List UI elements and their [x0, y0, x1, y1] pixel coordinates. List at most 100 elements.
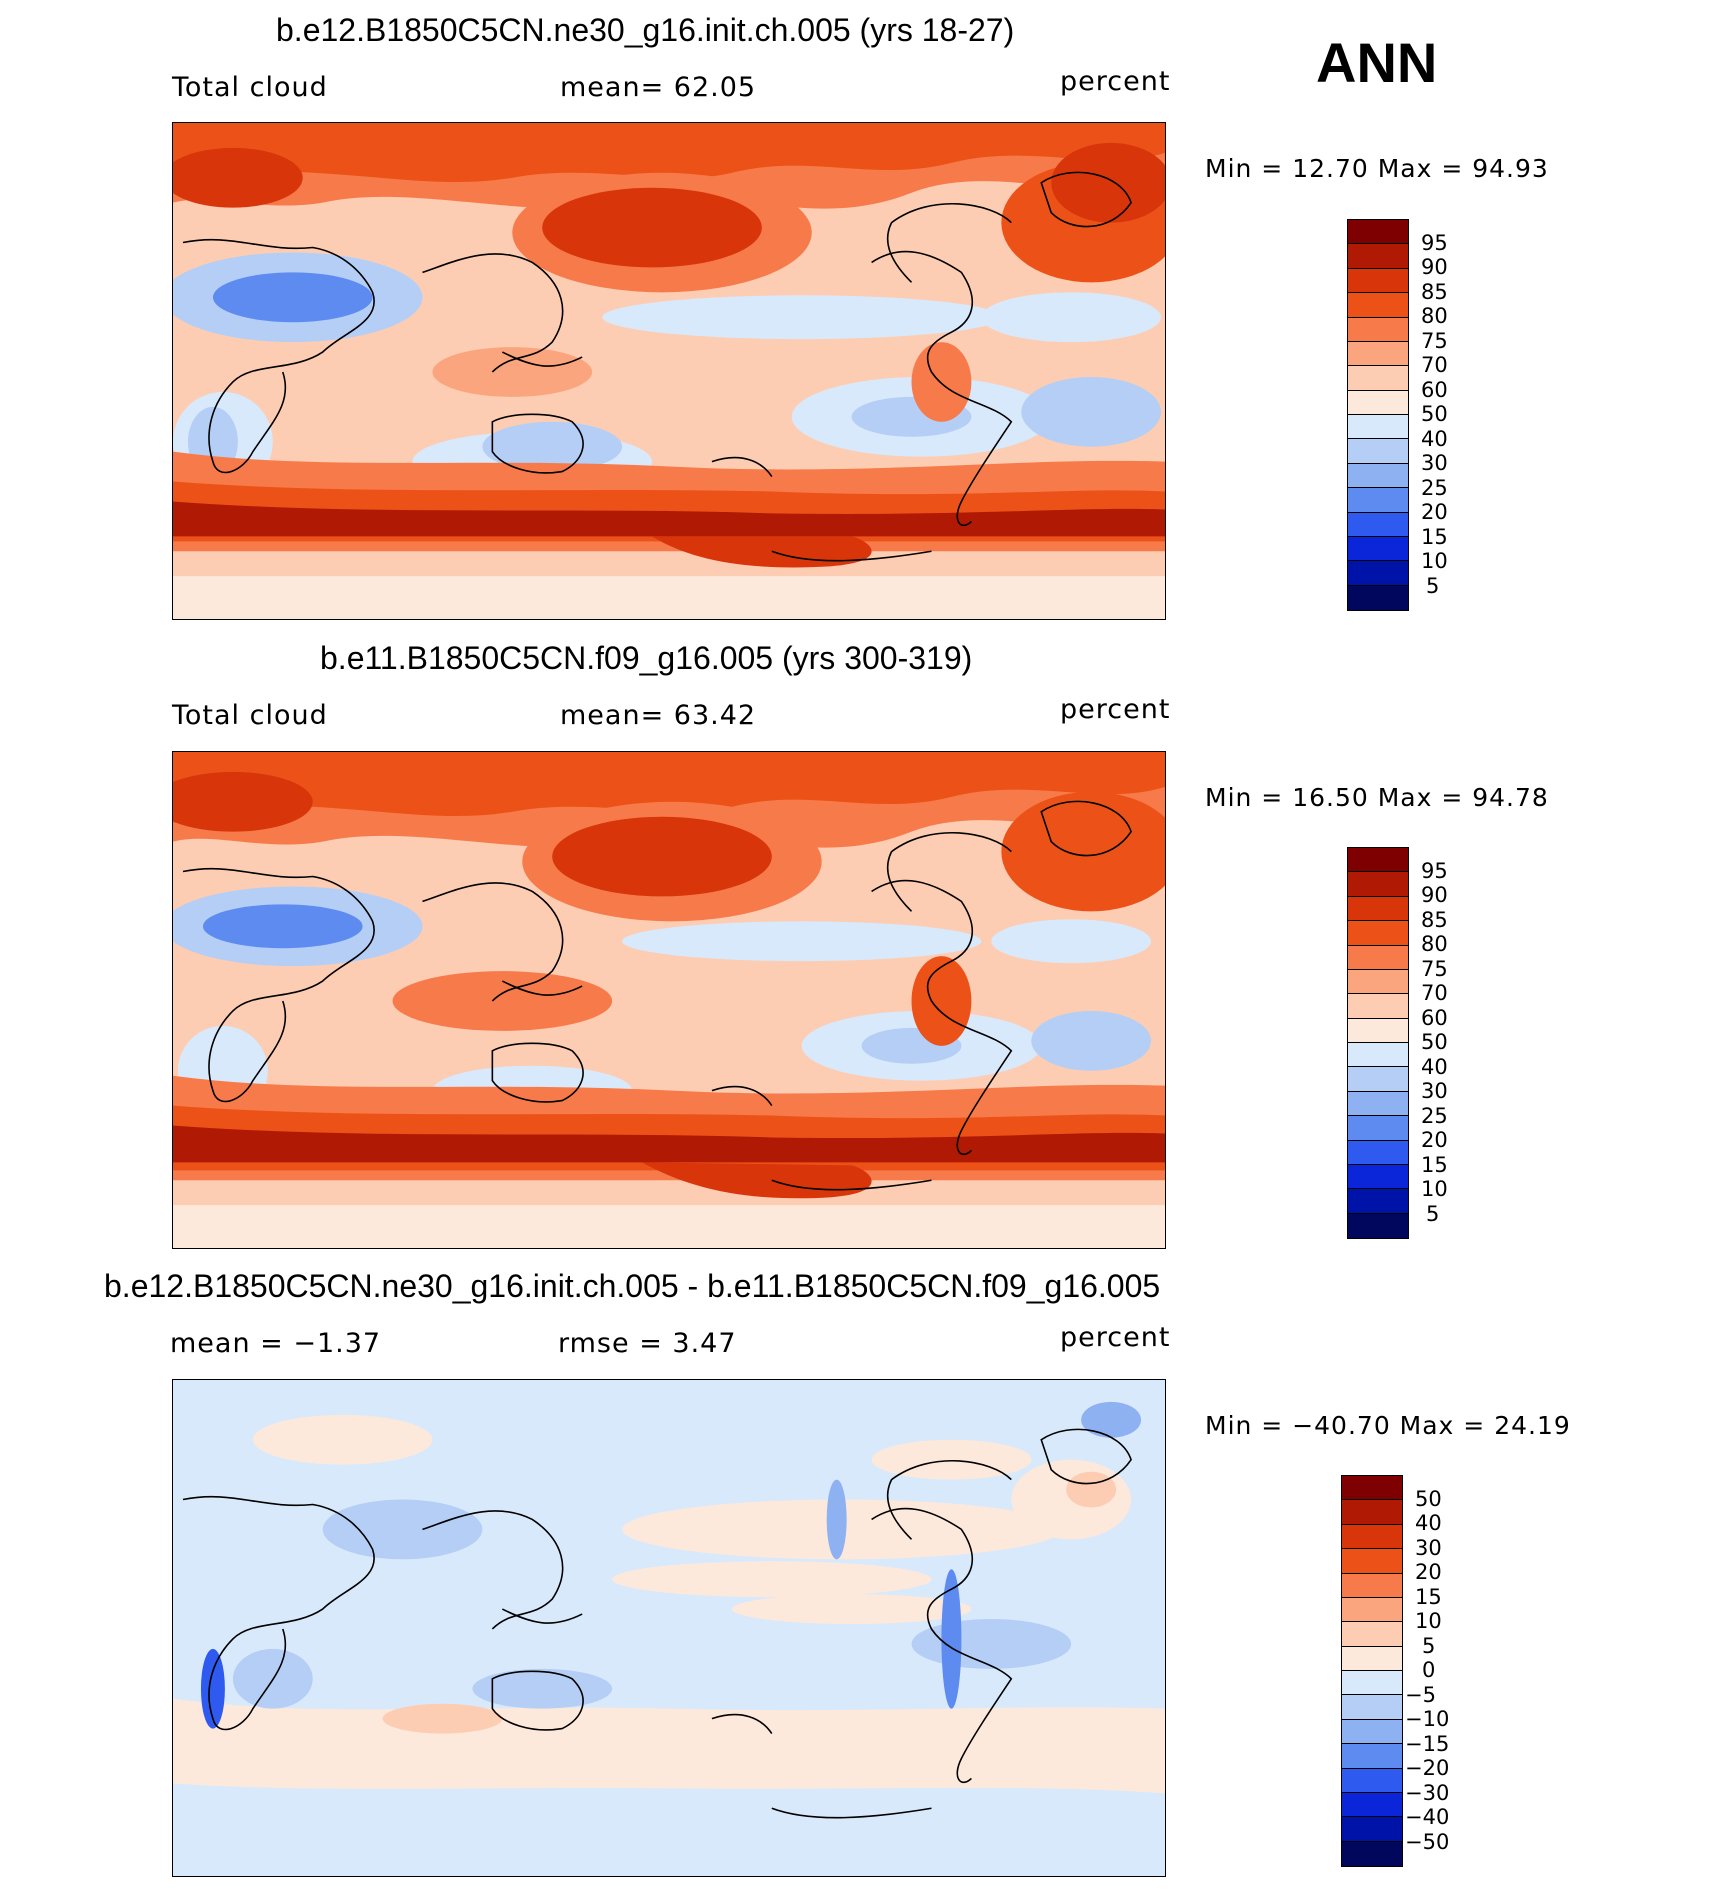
panel-3-title: b.e12.B1850C5CN.ne30_g16.init.ch.005 - b… — [104, 1268, 1161, 1304]
colorbar-swatch — [1348, 1018, 1408, 1043]
panel-3-mean-label: mean = −1.37 — [170, 1328, 382, 1359]
panel-2-map-svg — [173, 752, 1165, 1248]
colorbar-swatch — [1348, 1067, 1408, 1092]
colorbar-swatch — [1348, 921, 1408, 946]
colorbar-label: 5 — [1426, 574, 1440, 598]
colorbar-swatch — [1342, 1500, 1402, 1525]
colorbar-label: 60 — [1421, 378, 1448, 402]
colorbar-swatch — [1342, 1744, 1402, 1769]
panel-1-title: b.e12.B1850C5CN.ne30_g16.init.ch.005 (yr… — [276, 12, 1015, 48]
colorbar-label: 75 — [1421, 329, 1448, 353]
colorbar-swatch — [1348, 872, 1408, 897]
colorbar-swatch — [1348, 1116, 1408, 1141]
colorbar-label: 70 — [1421, 353, 1448, 377]
colorbar-label: 50 — [1421, 402, 1448, 426]
panel-2-colorbar — [1347, 847, 1409, 1239]
colorbar-swatch — [1342, 1792, 1402, 1818]
colorbar-label: 30 — [1415, 1536, 1442, 1560]
panel-1-colorbar — [1347, 219, 1409, 611]
colorbar-label: 25 — [1421, 476, 1448, 500]
colorbar-swatch — [1348, 317, 1408, 342]
colorbar-label: 80 — [1421, 304, 1448, 328]
colorbar-swatch — [1348, 268, 1408, 294]
colorbar-swatch — [1342, 1622, 1402, 1647]
colorbar-swatch — [1348, 341, 1408, 367]
colorbar-label: 40 — [1421, 1055, 1448, 1079]
panel-3-colorbar — [1341, 1475, 1403, 1867]
colorbar-swatch — [1342, 1524, 1402, 1550]
colorbar-swatch — [1342, 1597, 1402, 1623]
panel-3-units-label: percent — [1060, 1322, 1171, 1353]
colorbar-label: 15 — [1415, 1585, 1442, 1609]
colorbar-swatch — [1348, 1164, 1408, 1190]
colorbar-label: −50 — [1405, 1830, 1450, 1854]
colorbar-swatch — [1348, 220, 1408, 245]
colorbar-label: 30 — [1421, 451, 1448, 475]
colorbar-swatch — [1348, 585, 1408, 610]
colorbar-label: 95 — [1421, 859, 1448, 883]
colorbar-swatch — [1348, 896, 1408, 922]
colorbar-label: 0 — [1422, 1658, 1436, 1682]
colorbar-swatch — [1348, 1189, 1408, 1214]
colorbar-label: 60 — [1421, 1006, 1448, 1030]
panel-1-units-label: percent — [1060, 66, 1171, 97]
colorbar-label: −5 — [1405, 1683, 1436, 1707]
colorbar-swatch — [1342, 1695, 1402, 1720]
colorbar-swatch — [1342, 1817, 1402, 1842]
colorbar-swatch — [1348, 415, 1408, 440]
colorbar-label: 5 — [1426, 1202, 1440, 1226]
colorbar-swatch — [1348, 945, 1408, 970]
colorbar-swatch — [1342, 1476, 1402, 1501]
panel-3-rmse-label: rmse = 3.47 — [558, 1328, 737, 1359]
colorbar-swatch — [1348, 536, 1408, 562]
colorbar-label: 40 — [1421, 427, 1448, 451]
panel-2-minmax: Min = 16.50 Max = 94.78 — [1205, 783, 1549, 812]
colorbar-swatch — [1342, 1671, 1402, 1696]
colorbar-label: 10 — [1421, 549, 1448, 573]
panel-3-minmax: Min = −40.70 Max = 24.19 — [1205, 1411, 1571, 1440]
colorbar-label: 30 — [1421, 1079, 1448, 1103]
colorbar-swatch — [1348, 848, 1408, 873]
colorbar-label: 10 — [1415, 1609, 1442, 1633]
colorbar-swatch — [1342, 1646, 1402, 1671]
colorbar-label: 20 — [1415, 1560, 1442, 1584]
colorbar-label: −10 — [1405, 1707, 1450, 1731]
colorbar-swatch — [1348, 390, 1408, 415]
colorbar-label: 70 — [1421, 981, 1448, 1005]
panel-2-variable-label: Total cloud — [172, 700, 328, 731]
colorbar-swatch — [1348, 463, 1408, 489]
colorbar-swatch — [1348, 366, 1408, 391]
panel-1-mean-label: mean= 62.05 — [560, 72, 757, 103]
colorbar-label: 15 — [1421, 1153, 1448, 1177]
season-label: ANN — [1316, 31, 1438, 94]
panel-1-map — [172, 122, 1166, 620]
colorbar-label: −15 — [1405, 1732, 1450, 1756]
colorbar-label: 90 — [1421, 883, 1448, 907]
colorbar-swatch — [1342, 1549, 1402, 1574]
colorbar-label: −20 — [1405, 1756, 1450, 1780]
panel-3-map — [172, 1379, 1166, 1877]
colorbar-label: 15 — [1421, 525, 1448, 549]
colorbar-swatch — [1348, 512, 1408, 537]
colorbar-label: 90 — [1421, 255, 1448, 279]
colorbar-swatch — [1348, 1140, 1408, 1165]
colorbar-label: 50 — [1415, 1487, 1442, 1511]
panel-2-map — [172, 751, 1166, 1249]
panel-1-map-svg — [173, 123, 1165, 619]
colorbar-label: 5 — [1422, 1634, 1436, 1658]
colorbar-swatch — [1342, 1573, 1402, 1598]
colorbar-swatch — [1342, 1841, 1402, 1866]
colorbar-label: 75 — [1421, 957, 1448, 981]
colorbar-label: 20 — [1421, 500, 1448, 524]
colorbar-swatch — [1348, 244, 1408, 269]
panel-2-title: b.e11.B1850C5CN.f09_g16.005 (yrs 300-319… — [320, 640, 973, 676]
colorbar-swatch — [1342, 1719, 1402, 1745]
colorbar-swatch — [1348, 1213, 1408, 1238]
colorbar-swatch — [1348, 969, 1408, 995]
colorbar-label: 85 — [1421, 908, 1448, 932]
colorbar-swatch — [1348, 1091, 1408, 1117]
colorbar-swatch — [1342, 1768, 1402, 1793]
colorbar-swatch — [1348, 293, 1408, 318]
colorbar-swatch — [1348, 561, 1408, 586]
panel-2-mean-label: mean= 63.42 — [560, 700, 757, 731]
